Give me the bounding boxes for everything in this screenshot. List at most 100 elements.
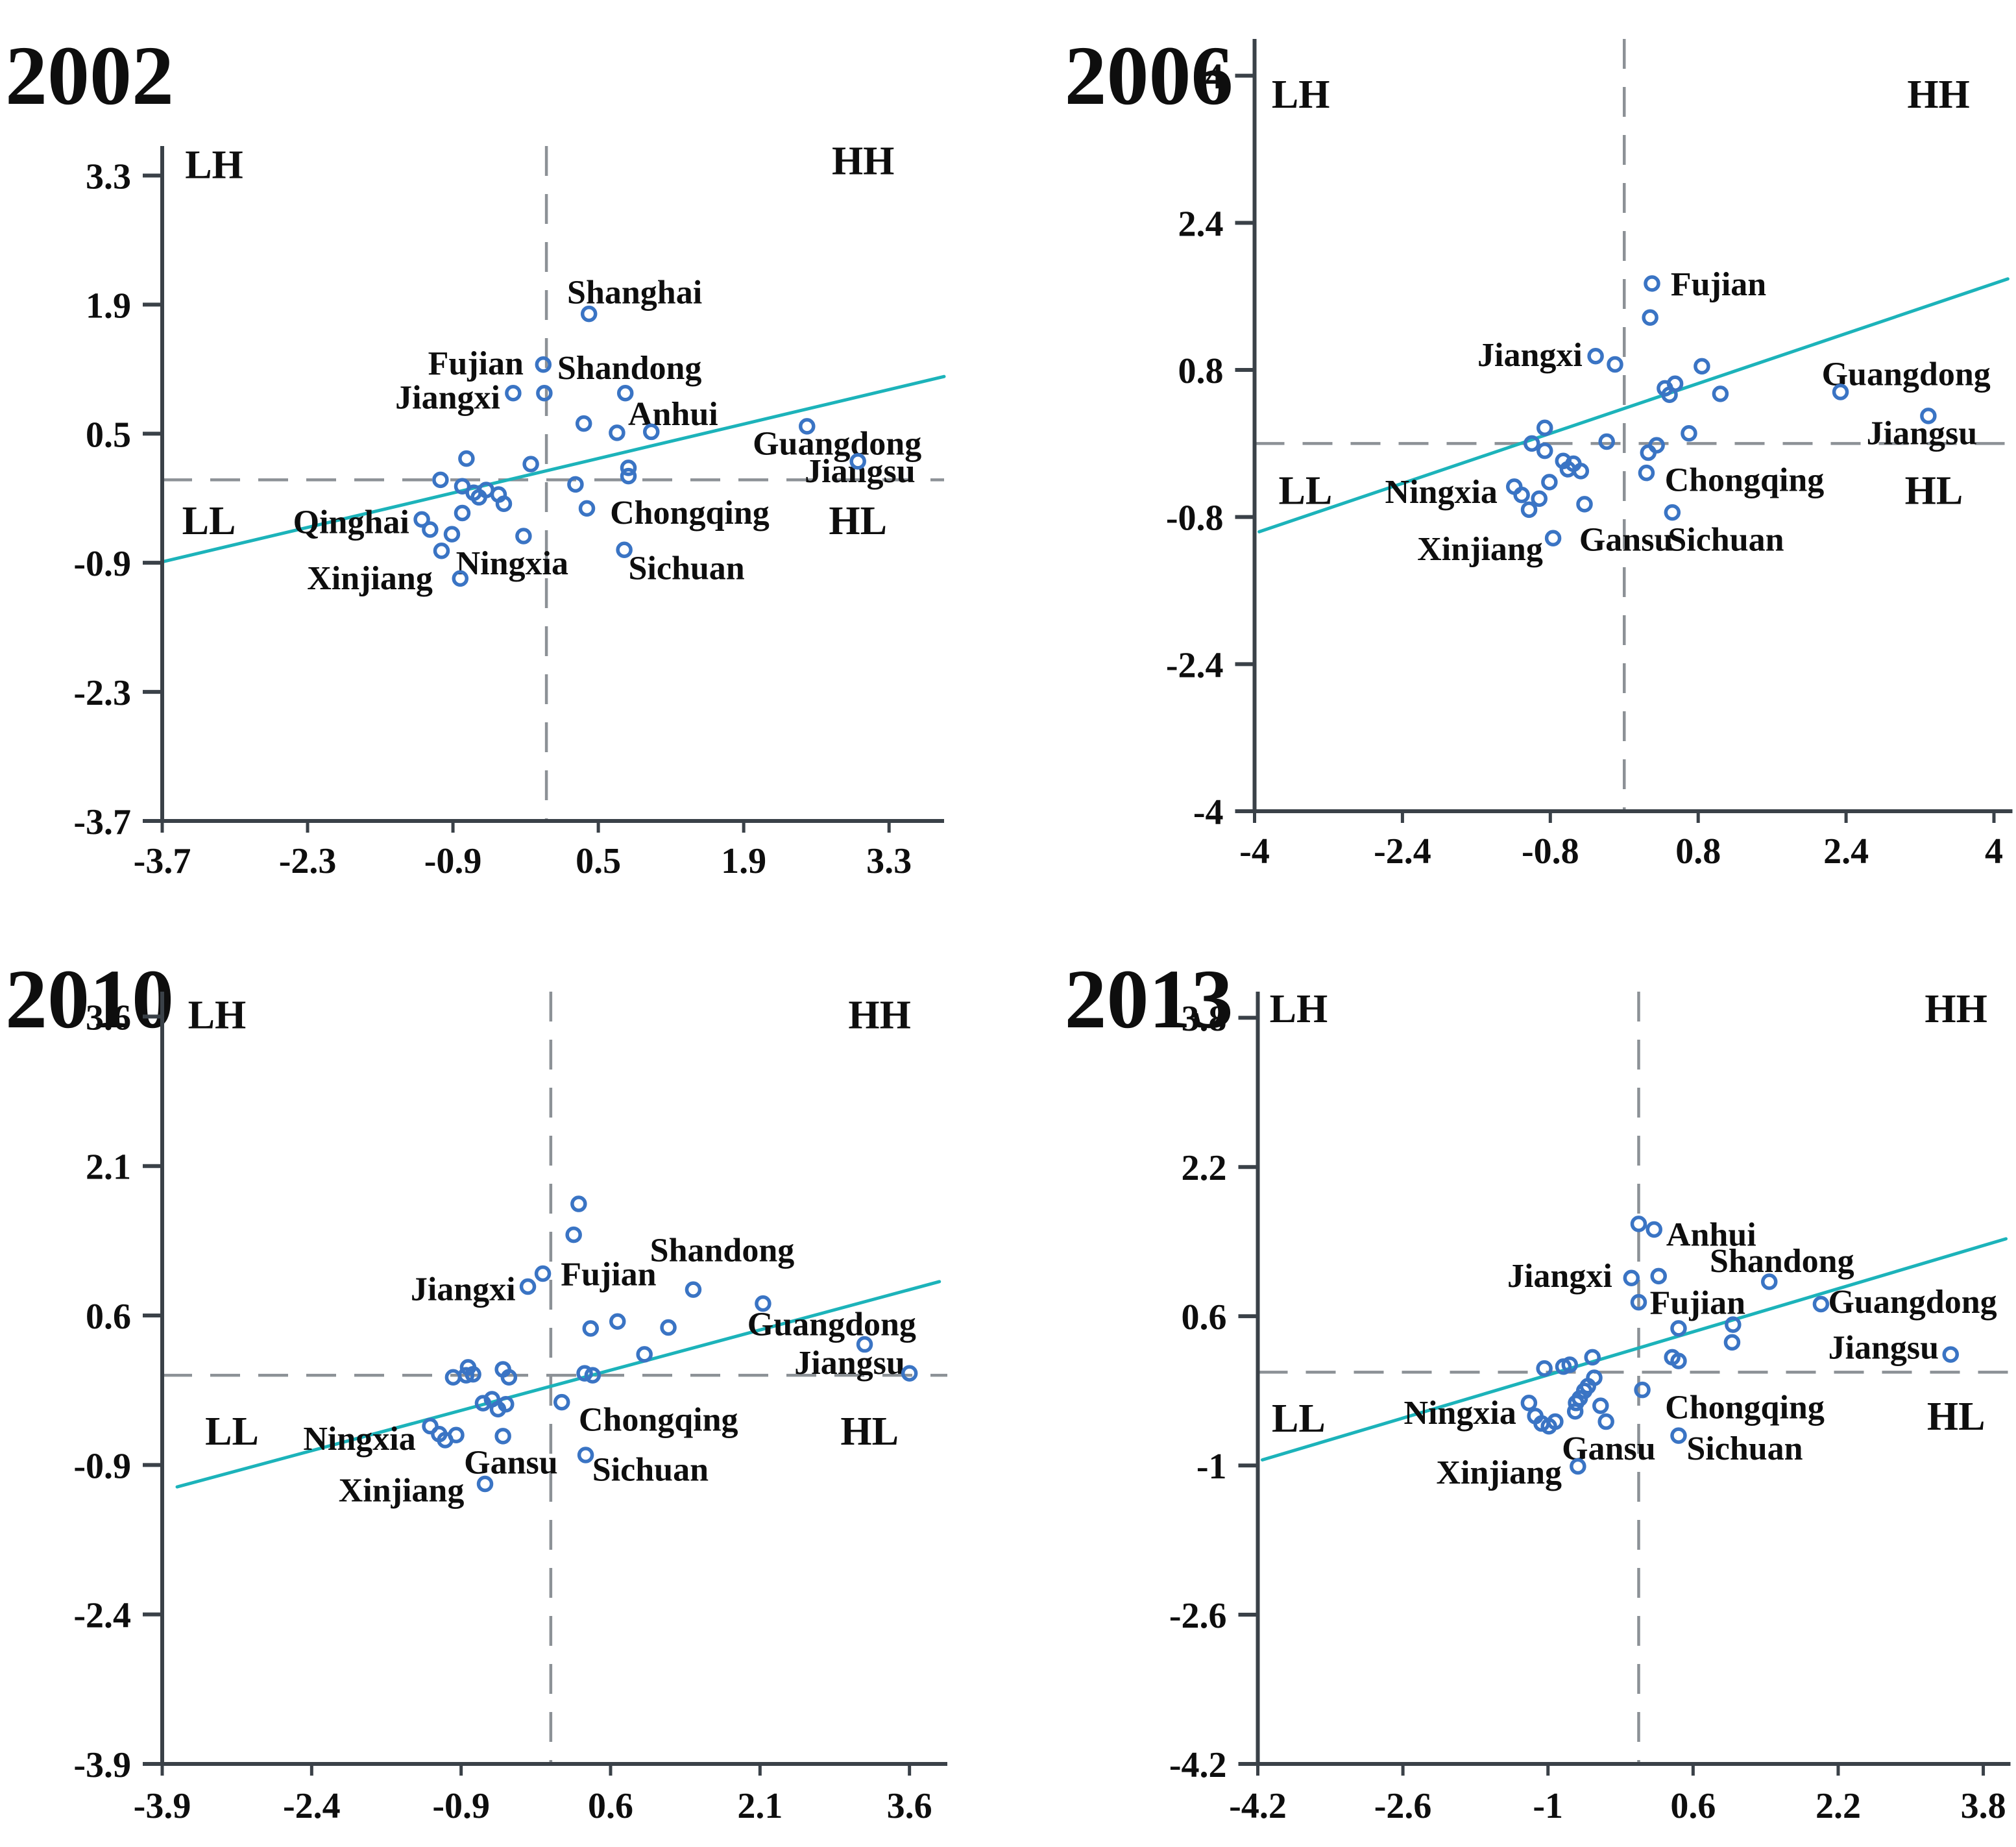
regression-line — [1260, 1237, 2008, 1462]
x-tick-label: 0.5 — [576, 841, 621, 881]
scatter-point — [1572, 463, 1590, 480]
y-tick-label: -2.4 — [1166, 645, 1224, 685]
province-label-jiangsu: Jiangsu — [805, 453, 916, 490]
province-label-sichuan: Sichuan — [629, 550, 745, 587]
x-tick-label: -2.4 — [1374, 831, 1431, 872]
scatter-point — [755, 1295, 771, 1312]
province-label-jiangxi: Jiangxi — [1477, 337, 1583, 374]
y-tick-label: 2.4 — [1178, 204, 1224, 244]
province-label-guangdong: Guangdong — [747, 1306, 916, 1343]
scatter-point — [1561, 1356, 1579, 1373]
chart-title-2013: 2013 — [1065, 953, 1233, 1046]
scatter-point — [1584, 1349, 1601, 1366]
scatter-point — [1648, 437, 1665, 454]
scatter-point — [1760, 1273, 1778, 1290]
scatter-point — [1644, 275, 1660, 292]
scatter-point — [1664, 504, 1681, 521]
scatter-point — [1670, 1320, 1687, 1337]
scatter-point — [685, 1281, 702, 1298]
x-tick-label: -4 — [1239, 831, 1270, 872]
scatter-point — [1607, 356, 1623, 373]
quadrant-label-lh: LH — [1270, 987, 1328, 1031]
chart-cell-2002: 2002 3.3 1.9 0.5 -0.9 -2.3 -3.7 -3.7 -2.3 -0.9 0.… — [0, 0, 1008, 924]
scatter-point — [616, 541, 633, 559]
scatter-point — [474, 1395, 492, 1412]
province-label-ningxia: Ningxia — [456, 545, 568, 582]
province-label-shandong: Shandong — [650, 1232, 795, 1269]
scatter-point — [642, 423, 660, 441]
province-label-qinghai: Qinghai — [293, 504, 409, 541]
chart-title-2002: 2002 — [5, 29, 174, 123]
scatter-point — [565, 1226, 582, 1243]
scatter-point — [1597, 1413, 1614, 1430]
province-label-guangdong: Guangdong — [753, 425, 921, 462]
province-label-chongqing: Chongqing — [610, 495, 770, 532]
y-tick-label: 0.5 — [86, 415, 131, 455]
scatter-point — [413, 511, 430, 528]
scatter-point — [609, 1313, 626, 1330]
scatter-point — [536, 385, 553, 402]
x-tick-label: -3.9 — [134, 1786, 191, 1826]
scatter-point — [1812, 1295, 1830, 1313]
x-tick-label: 4 — [1985, 831, 2003, 872]
y-tick-label: 0.8 — [1178, 351, 1224, 391]
scatter-point — [1638, 464, 1655, 482]
quadrant-label-hl: HL — [829, 499, 887, 543]
x-tick-label: 3.6 — [887, 1786, 932, 1826]
x-tick-label: 0.6 — [588, 1786, 633, 1826]
scatter-point — [454, 504, 471, 522]
scatter-point — [422, 1417, 439, 1435]
scatter-point — [660, 1319, 677, 1336]
scatter-point — [1712, 385, 1729, 402]
province-label-guangdong: Guangdong — [1828, 1284, 1997, 1321]
scatter-point — [505, 385, 522, 402]
quadrant-label-hh: HH — [1925, 987, 1987, 1031]
x-tick-label: -4.2 — [1229, 1786, 1287, 1826]
scatter-point — [849, 453, 866, 470]
x-tick-label: -2.6 — [1374, 1786, 1432, 1826]
scatter-point — [553, 1393, 570, 1411]
quadrant-label-hl: HL — [840, 1410, 899, 1454]
scatter-point — [1536, 1360, 1553, 1377]
y-tick-label: -0.9 — [73, 544, 131, 584]
scatter-point — [1694, 358, 1710, 375]
scatter-point — [495, 495, 513, 513]
scatter-point — [1587, 348, 1604, 365]
scatter-point — [799, 418, 816, 435]
province-label-sichuan: Sichuan — [1686, 1430, 1803, 1467]
x-tick-label: -0.9 — [424, 841, 482, 881]
scatter-point — [522, 456, 539, 472]
scatter-point — [1531, 490, 1548, 508]
scatter-point — [1520, 501, 1538, 519]
scatter-point — [567, 476, 584, 493]
quadrant-label-hl: HL — [1927, 1395, 1986, 1439]
y-tick-label: -0.8 — [1166, 498, 1224, 539]
scatter-point — [534, 1265, 552, 1282]
scatter-point — [1661, 386, 1678, 403]
scatter-point — [519, 1278, 537, 1295]
scatter-point — [582, 1320, 600, 1337]
y-tick-label: 3.3 — [86, 156, 131, 197]
scatter-point — [901, 1365, 918, 1382]
scatter-point — [452, 570, 469, 587]
scatter-point — [422, 521, 439, 538]
province-label-jiangsu: Jiangsu — [1828, 1330, 1939, 1367]
regression-line — [175, 1280, 941, 1489]
scatter-point — [1670, 1427, 1687, 1444]
province-label-jiangsu: Jiangsu — [794, 1345, 905, 1382]
quadrant-label-ll: LL — [182, 499, 236, 543]
province-label-anhui: Anhui — [628, 396, 718, 433]
scatter-point — [570, 1195, 587, 1212]
scatter-point — [1536, 442, 1553, 459]
x-tick-label: 0.8 — [1675, 831, 1721, 872]
quadrant-label-hh: HH — [832, 140, 894, 184]
scatter-point — [1536, 419, 1553, 436]
province-label-jiangxi: Jiangxi — [411, 1271, 516, 1308]
x-tick-label: 2.1 — [737, 1786, 783, 1826]
x-tick-label: 3.8 — [1961, 1786, 2006, 1826]
moran-scatterplot-2006: 2006 4 2.4 0.8 -0.8 -2.4 -4 -4 -2.4 -0.8 0.8 2.4 4 L… — [1065, 29, 2013, 872]
scatter-point — [1681, 425, 1697, 442]
scatter-point — [1634, 1381, 1651, 1399]
province-label-shandong: Shandong — [1710, 1243, 1854, 1280]
scatter-point — [1623, 1269, 1640, 1286]
